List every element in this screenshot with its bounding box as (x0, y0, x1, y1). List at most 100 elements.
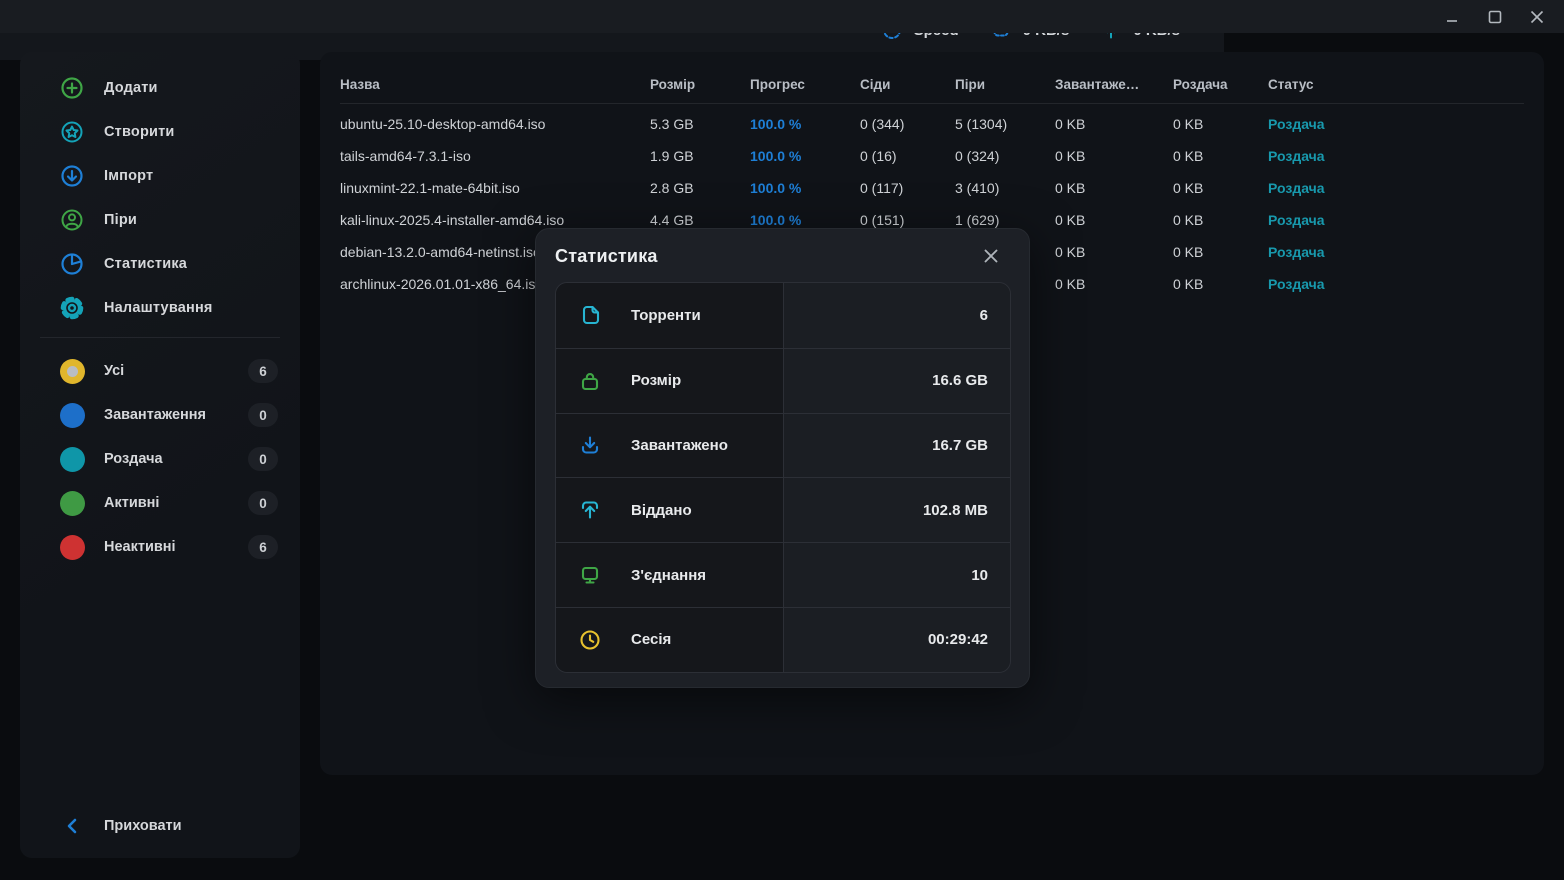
sidebar-item-label: Статистика (104, 256, 187, 272)
col-header-name[interactable]: Назва (340, 77, 650, 92)
cell-downloaded: 0 KB (1055, 148, 1173, 164)
cell-seeds: 0 (16) (860, 148, 955, 164)
pie-chart-icon (58, 250, 86, 278)
stat-row-size: Розмір 16.6 GB (556, 348, 1010, 413)
filter-active[interactable]: Активні 0 (20, 481, 300, 525)
cell-peers: 0 (324) (955, 148, 1055, 164)
filter-label: Роздача (104, 451, 163, 467)
filter-inactive[interactable]: Неактивні 6 (20, 525, 300, 569)
sidebar-item-statistics[interactable]: Статистика (20, 242, 300, 286)
filter-count-badge: 0 (248, 491, 278, 515)
minimize-button[interactable] (1444, 8, 1462, 26)
filter-color-dot (60, 447, 85, 472)
stat-value: 16.7 GB (784, 414, 1010, 478)
col-header-peers[interactable]: Піри (955, 77, 1055, 92)
cell-name: ubuntu-25.10-desktop-amd64.iso (340, 116, 650, 132)
arrow-down-circle-icon (58, 162, 86, 190)
cell-downloaded: 0 KB (1055, 212, 1173, 228)
stat-label: Розмір (631, 372, 681, 389)
filter-label: Завантаження (104, 407, 206, 423)
stat-label: З'єднання (631, 567, 706, 584)
filter-label: Усі (104, 363, 124, 379)
filter-count-badge: 6 (248, 535, 278, 559)
gear-icon (58, 294, 86, 322)
cell-uploaded: 0 KB (1173, 212, 1268, 228)
table-row[interactable]: linuxmint-22.1-mate-64bit.iso 2.8 GB 100… (340, 172, 1524, 204)
cell-progress: 100.0 % (750, 180, 860, 196)
filter-color-dot (60, 359, 85, 384)
clock-icon (575, 625, 605, 655)
filter-color-dot (60, 403, 85, 428)
collapse-label: Приховати (104, 818, 182, 834)
sidebar-item-label: Створити (104, 124, 175, 140)
filter-count-badge: 6 (248, 359, 278, 383)
cell-size: 5.3 GB (650, 116, 750, 132)
uploaded-icon (575, 495, 605, 525)
cell-size: 4.4 GB (650, 212, 750, 228)
stat-label: Торренти (631, 307, 701, 324)
cell-status: Роздача (1268, 180, 1524, 196)
sidebar-filters: Усі 6 Завантаження 0 Роздача 0 Активні 0… (20, 344, 300, 569)
sidebar-item-peers[interactable]: Піри (20, 198, 300, 242)
cell-status: Роздача (1268, 148, 1524, 164)
statistics-modal: Статистика Торренти 6 (535, 228, 1030, 688)
sidebar-item-import[interactable]: Імпорт (20, 154, 300, 198)
maximize-button[interactable] (1486, 8, 1504, 26)
stat-value: 102.8 MB (784, 478, 1010, 542)
filter-seeding[interactable]: Роздача 0 (20, 437, 300, 481)
stat-value: 10 (784, 543, 1010, 607)
col-header-progress[interactable]: Прогрес (750, 77, 860, 92)
filter-label: Неактивні (104, 539, 176, 555)
close-button[interactable] (1528, 8, 1546, 26)
sidebar-item-settings[interactable]: Налаштування (20, 286, 300, 330)
stat-label: Завантажено (631, 437, 728, 454)
stat-row-connections: З'єднання 10 (556, 542, 1010, 607)
cell-peers: 3 (410) (955, 180, 1055, 196)
cell-name: kali-linux-2025.4-installer-amd64.iso (340, 212, 650, 228)
plus-circle-icon (58, 74, 86, 102)
stat-label: Сесія (631, 631, 671, 648)
cell-uploaded: 0 KB (1173, 180, 1268, 196)
stat-value: 16.6 GB (784, 349, 1010, 413)
stat-value: 6 (784, 283, 1010, 348)
stat-row-torrents: Торренти 6 (556, 283, 1010, 348)
cell-peers: 5 (1304) (955, 116, 1055, 132)
torrent-file-icon (575, 300, 605, 330)
sidebar-item-label: Імпорт (104, 168, 153, 184)
sidebar-divider (40, 337, 280, 338)
modal-close-button[interactable] (979, 244, 1003, 268)
collapse-sidebar-button[interactable]: Приховати (20, 796, 300, 856)
cell-uploaded: 0 KB (1173, 116, 1268, 132)
cell-downloaded: 0 KB (1055, 276, 1173, 292)
cell-seeds: 0 (117) (860, 180, 955, 196)
col-header-size[interactable]: Розмір (650, 77, 750, 92)
filter-all[interactable]: Усі 6 (20, 349, 300, 393)
cell-size: 1.9 GB (650, 148, 750, 164)
cell-seeds: 0 (151) (860, 212, 955, 228)
cell-progress: 100.0 % (750, 116, 860, 132)
sidebar-item-add[interactable]: Додати (20, 66, 300, 110)
col-header-downloaded[interactable]: Завантаже… (1055, 77, 1173, 92)
stat-row-session: Сесія 00:29:42 (556, 607, 1010, 672)
table-header-row: Назва Розмір Прогрес Сіди Піри Завантаже… (340, 66, 1524, 104)
col-header-status[interactable]: Статус (1268, 77, 1524, 92)
filter-downloading[interactable]: Завантаження 0 (20, 393, 300, 437)
cell-status: Роздача (1268, 116, 1524, 132)
cell-status: Роздача (1268, 212, 1524, 228)
cell-uploaded: 0 KB (1173, 276, 1268, 292)
stat-value: 00:29:42 (784, 608, 1010, 672)
col-header-uploaded[interactable]: Роздача (1173, 77, 1268, 92)
cell-seeds: 0 (344) (860, 116, 955, 132)
sidebar-item-create[interactable]: Створити (20, 110, 300, 154)
modal-title: Статистика (555, 246, 658, 267)
downloaded-icon (575, 430, 605, 460)
cell-downloaded: 0 KB (1055, 244, 1173, 260)
table-row[interactable]: ubuntu-25.10-desktop-amd64.iso 5.3 GB 10… (340, 108, 1524, 140)
cell-name: tails-amd64-7.3.1-iso (340, 148, 650, 164)
titlebar (0, 0, 1564, 33)
cell-progress: 100.0 % (750, 212, 860, 228)
col-header-seeds[interactable]: Сіди (860, 77, 955, 92)
cell-name: linuxmint-22.1-mate-64bit.iso (340, 180, 650, 196)
table-row[interactable]: tails-amd64-7.3.1-iso 1.9 GB 100.0 % 0 (… (340, 140, 1524, 172)
modal-header: Статистика (536, 229, 1029, 268)
